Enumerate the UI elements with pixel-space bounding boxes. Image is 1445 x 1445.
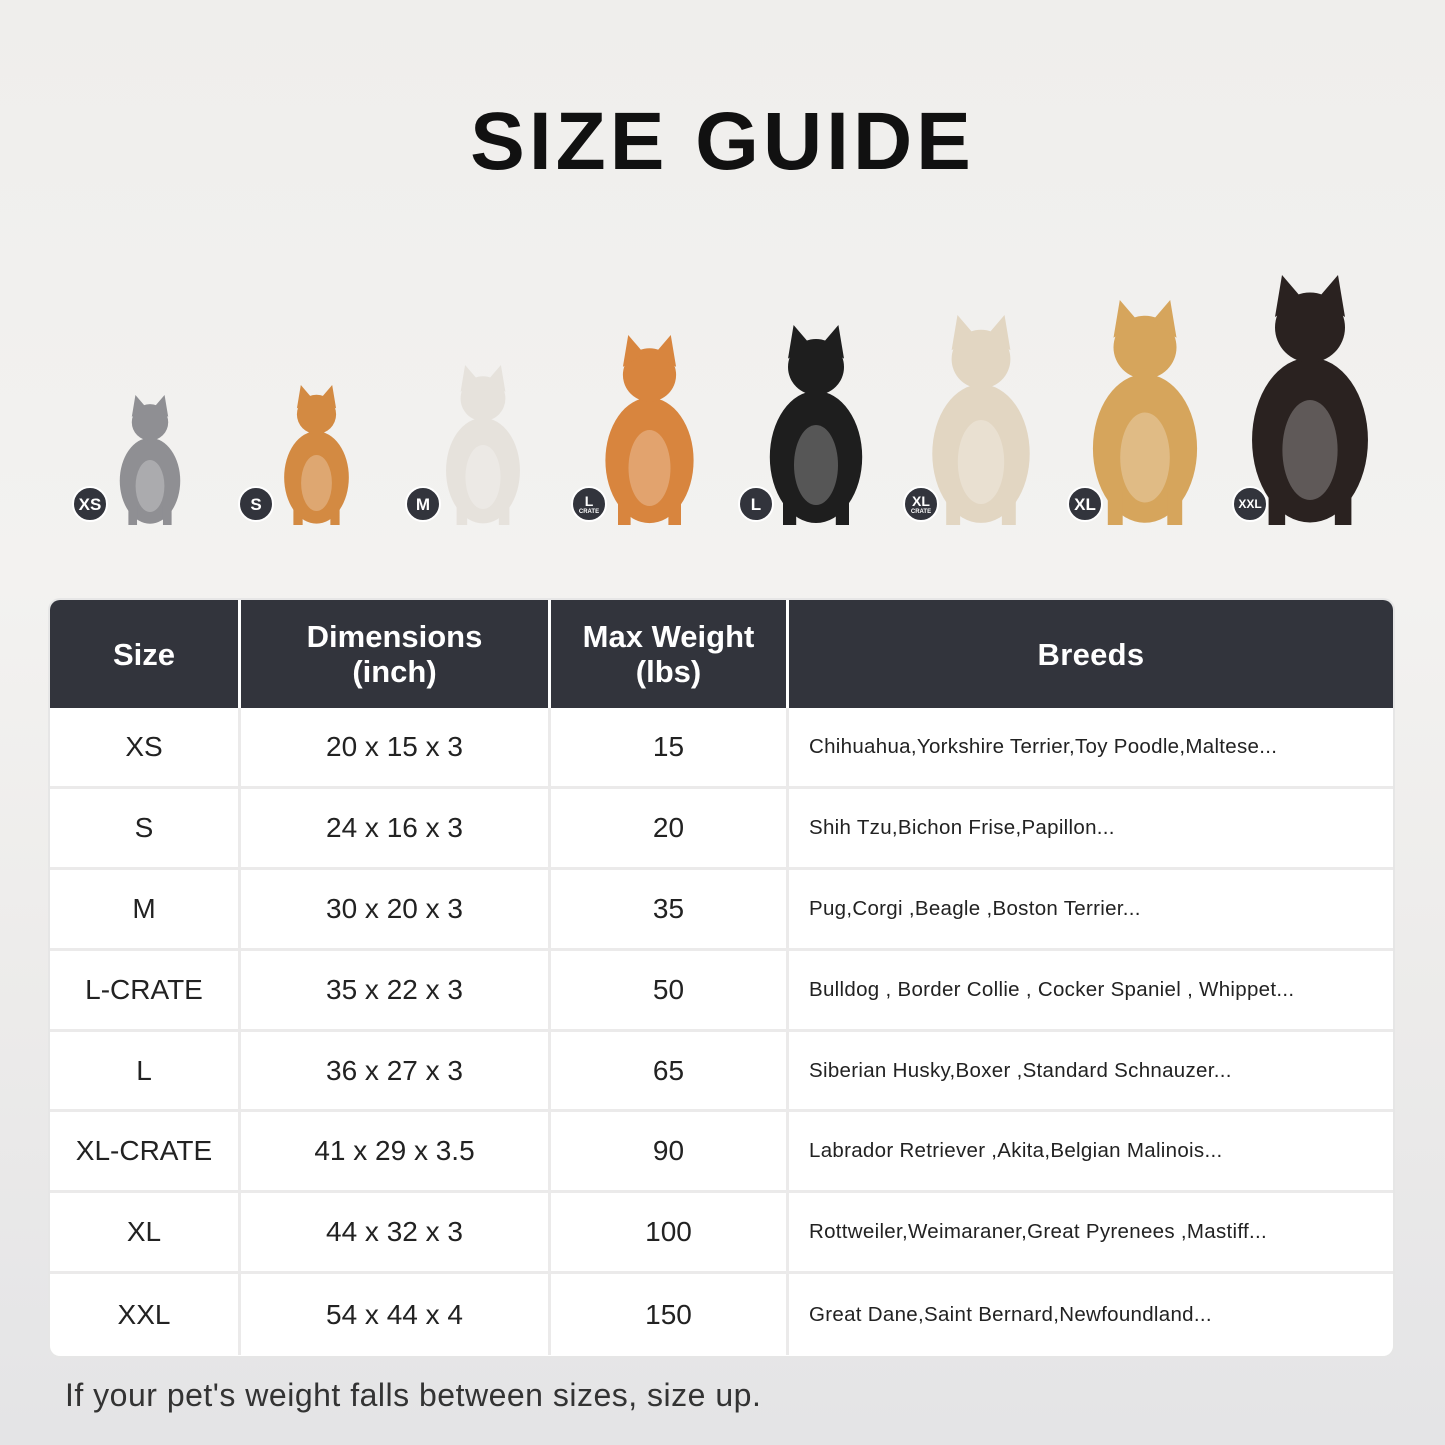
pomeranian-image	[283, 385, 349, 525]
cell-size: L-CRATE	[50, 950, 241, 1029]
cell-dimensions: 35 x 22 x 3	[241, 950, 551, 1029]
table-row: S 24 x 16 x 3 20 Shih Tzu,Bichon Frise,Papi…	[50, 788, 1393, 870]
pet-lineup: XS S M L CRATE L XL CRATE XL XXL	[0, 260, 1445, 540]
cell-breeds: Rottweiler,Weimaraner,Great Pyrenees ,Ma…	[809, 1220, 1267, 1244]
header-max-weight: Max Weight (lbs)	[551, 600, 789, 708]
size-table: Size Dimensions (inch) Max Weight (lbs) …	[50, 600, 1393, 1356]
badge-label: L	[750, 494, 762, 514]
badge-label: L	[584, 492, 594, 509]
footer-note: If your pet's weight falls between sizes…	[65, 1377, 762, 1413]
table-row: L 36 x 27 x 3 65 Siberian Husky,Boxer ,Stan…	[50, 1031, 1393, 1113]
size-badge: XXL	[1232, 486, 1268, 522]
badge-label: S	[250, 494, 262, 514]
cell-size: M	[50, 869, 241, 948]
cell-breeds: Siberian Husky,Boxer ,Standard Schnauzer…	[809, 1058, 1232, 1082]
cell-breeds: Pug,Corgi ,Beagle ,Boston Terrier...	[809, 896, 1141, 920]
cell-dimensions: 20 x 15 x 3	[241, 708, 551, 786]
table-row: XS 20 x 15 x 3 15 Chihuahua,Yorkshire Terri…	[50, 708, 1393, 789]
cell-max-weight: 150	[551, 1274, 789, 1356]
badge-label: XS	[78, 494, 102, 514]
border-collie-image	[769, 325, 863, 525]
size-badge: L CRATE	[571, 486, 607, 522]
cell-dimensions: 30 x 20 x 3	[241, 869, 551, 948]
cell-max-weight: 90	[551, 1112, 789, 1191]
cell-dimensions: 24 x 16 x 3	[241, 788, 551, 867]
cell-max-weight: 35	[551, 869, 789, 948]
cell-dimensions: 44 x 32 x 3	[241, 1193, 551, 1272]
labrador-image	[932, 315, 1030, 525]
size-badge: XL CRATE	[903, 486, 939, 522]
cell-max-weight: 50	[551, 950, 789, 1029]
page-title: SIZE GUIDE	[470, 96, 975, 187]
shiba-inu-image	[604, 335, 694, 525]
size-badge: L	[738, 486, 774, 522]
french-bulldog-image	[446, 365, 520, 525]
cell-dimensions: 41 x 29 x 3.5	[241, 1112, 551, 1191]
badge-label: XL	[1074, 494, 1096, 514]
grey-cat-image	[119, 395, 181, 525]
cell-max-weight: 15	[551, 708, 789, 786]
size-badge: XS	[72, 486, 108, 522]
size-badge: M	[405, 486, 441, 522]
cell-size: XS	[50, 708, 241, 786]
header-size: Size	[50, 600, 241, 708]
doberman-image	[1252, 275, 1368, 525]
cell-breeds: Labrador Retriever ,Akita,Belgian Malino…	[809, 1139, 1223, 1163]
table-row: XXL 54 x 44 x 4 150 Great Dane,Saint Bernar…	[50, 1274, 1393, 1356]
table-row: M 30 x 20 x 3 35 Pug,Corgi ,Beagle ,Boston …	[50, 869, 1393, 951]
size-badge: S	[238, 486, 274, 522]
table-header: Size Dimensions (inch) Max Weight (lbs) …	[50, 600, 1393, 708]
table-row: L-CRATE 35 x 22 x 3 50 Bulldog , Border Col…	[50, 950, 1393, 1032]
cell-size: S	[50, 788, 241, 867]
cell-size: XXL	[50, 1274, 241, 1356]
badge-sublabel: CRATE	[910, 508, 932, 515]
badge-label: XXL	[1238, 497, 1262, 511]
table-row: XL 44 x 32 x 3 100 Rottweiler,Weimaraner,Gr…	[50, 1193, 1393, 1275]
cell-max-weight: 20	[551, 788, 789, 867]
cell-breeds: Great Dane,Saint Bernard,Newfoundland...	[809, 1302, 1212, 1326]
size-badge: XL	[1067, 486, 1103, 522]
cell-size: XL	[50, 1193, 241, 1272]
cell-max-weight: 100	[551, 1193, 789, 1272]
badge-sublabel: CRATE	[578, 508, 600, 515]
header-dimensions: Dimensions (inch)	[241, 600, 551, 708]
cell-dimensions: 54 x 44 x 4	[241, 1274, 551, 1356]
cell-breeds: Bulldog , Border Collie , Cocker Spaniel…	[809, 977, 1295, 1001]
cell-size: XL-CRATE	[50, 1112, 241, 1191]
cell-size: L	[50, 1031, 241, 1110]
cell-dimensions: 36 x 27 x 3	[241, 1031, 551, 1110]
cell-max-weight: 65	[551, 1031, 789, 1110]
badge-label: XL	[912, 492, 930, 509]
cell-breeds: Shih Tzu,Bichon Frise,Papillon...	[809, 815, 1115, 839]
badge-label: M	[415, 494, 431, 514]
cell-breeds: Chihuahua,Yorkshire Terrier,Toy Poodle,M…	[809, 734, 1278, 758]
header-breeds: Breeds	[1037, 636, 1145, 672]
golden-retriever-image	[1092, 300, 1198, 525]
table-row: XL-CRATE 41 x 29 x 3.5 90 Labrador Retrieve…	[50, 1112, 1393, 1194]
